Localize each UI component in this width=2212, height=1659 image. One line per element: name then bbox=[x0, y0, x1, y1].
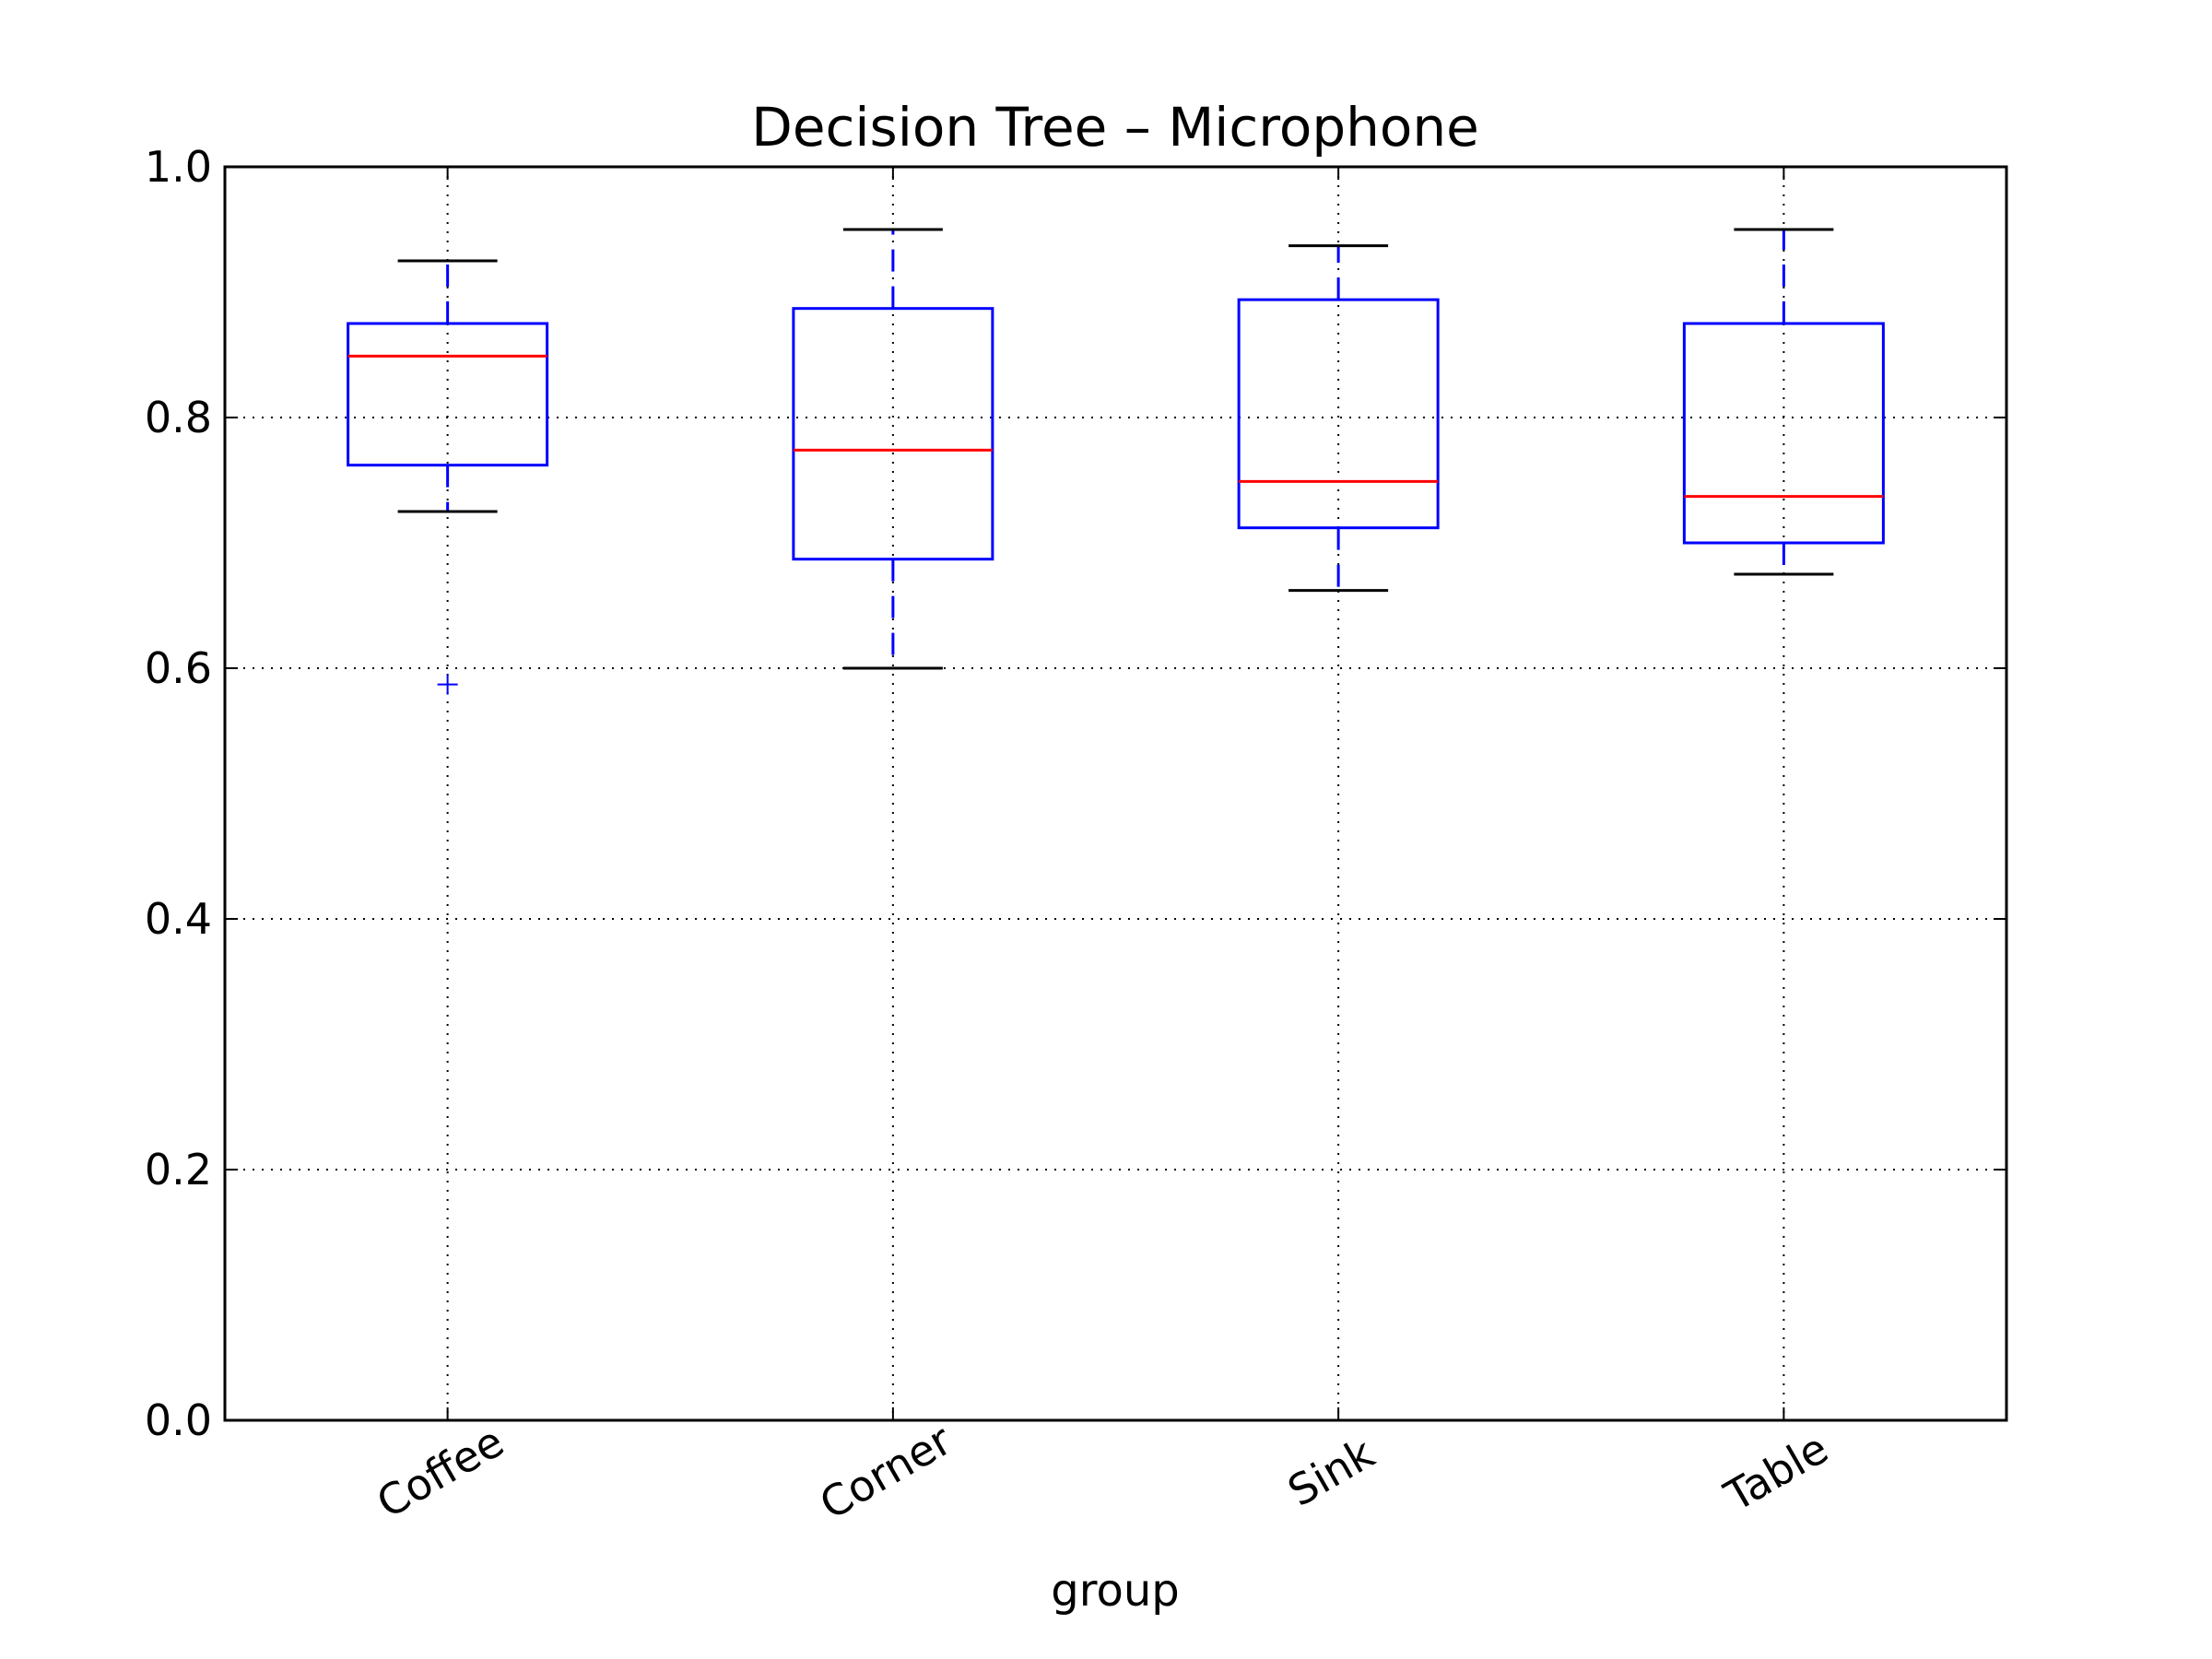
y-tick-label: 0.8 bbox=[145, 393, 212, 442]
box-corner bbox=[792, 307, 994, 561]
axis-ticks: 0.0 0.2 0.4 0.6 0.8 1.0 Coffee Corner Sink Table bbox=[145, 142, 2006, 1529]
y-tick-label: 0.4 bbox=[145, 894, 212, 944]
plot-area-frame bbox=[223, 165, 2008, 1422]
box-sink bbox=[1237, 298, 1440, 530]
box-table bbox=[1682, 322, 1885, 545]
x-axis-label: group bbox=[1051, 1565, 1179, 1617]
box-coffee bbox=[347, 322, 549, 467]
chart-title: Decision Tree – Microphone bbox=[751, 96, 1479, 159]
boxes bbox=[347, 228, 1885, 695]
y-tick-label: 0.2 bbox=[145, 1145, 212, 1194]
y-tick-label: 0.0 bbox=[145, 1395, 212, 1445]
x-tick-label: Corner bbox=[811, 1415, 959, 1529]
y-tick-label: 0.6 bbox=[145, 643, 212, 693]
x-tick-label: Coffee bbox=[369, 1417, 512, 1528]
y-tick-label: 1.0 bbox=[145, 142, 212, 192]
outlier-point bbox=[437, 674, 458, 695]
x-tick-label: Table bbox=[1716, 1423, 1837, 1522]
x-tick-label: Sink bbox=[1279, 1428, 1382, 1516]
